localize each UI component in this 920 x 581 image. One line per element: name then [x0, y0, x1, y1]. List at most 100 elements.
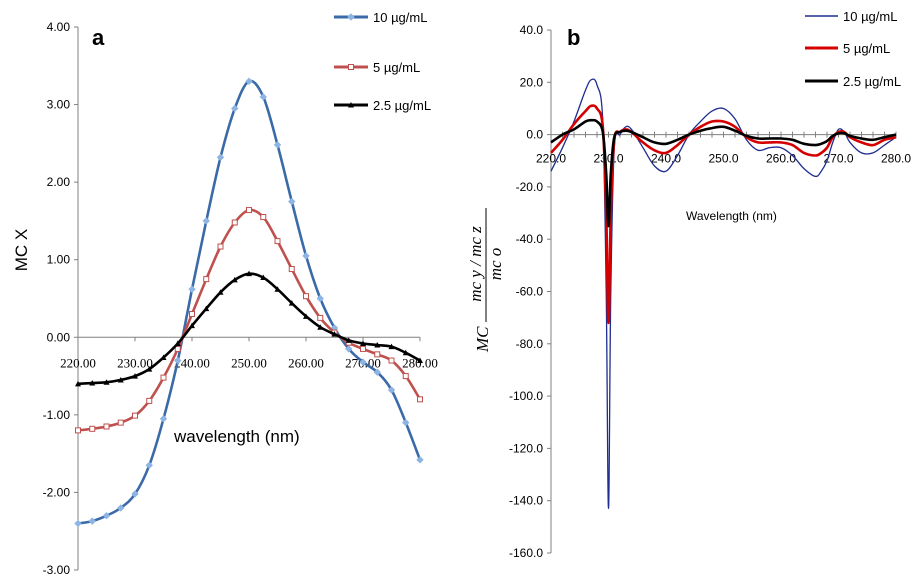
- panel-b-y-label-denominator: mc o: [486, 248, 505, 281]
- panel-b-y-tick-label: 20.0: [520, 75, 544, 89]
- panel-a-series-2-point: [260, 214, 267, 221]
- panel-a-series-1-point: [202, 217, 210, 225]
- panel-a-series-1-point: [88, 517, 96, 525]
- panel-a-series-2-point: [75, 427, 81, 434]
- panel-a-series-3-point: [246, 270, 252, 277]
- panel-a-series-3-point: [345, 337, 352, 343]
- panel-a-x-tick-label: 220.00: [60, 355, 96, 370]
- panel-a-series-2-point: [103, 423, 110, 430]
- panel-b-x-axis-label: Wavelength (nm): [686, 209, 777, 223]
- panel-a-series-2-point: [388, 357, 395, 364]
- panel-a-legend-label-2: 5 µg/mL: [373, 60, 420, 75]
- panel-b-label: b: [567, 25, 580, 50]
- panel-a-series-2-point: [217, 243, 224, 250]
- panel-b-series: [550, 78, 897, 510]
- panel-a-series-line-1: [77, 79, 422, 525]
- panel-a-y-tick-label: 1.00: [47, 253, 71, 267]
- panel-a-y-tick-label: -1.00: [43, 408, 71, 422]
- panel-a-series-2-point: [374, 351, 381, 358]
- panel-a-series-3-point: [174, 340, 181, 346]
- panel-a-series-1-point: [145, 461, 153, 469]
- panel-a-series-2-point: [274, 238, 281, 245]
- panel-a-series-2-point: [231, 219, 238, 226]
- panel-a-legend: 10 µg/mL 5 µg/mL 2.5 µg/mL: [334, 10, 431, 113]
- panel-a-label: a: [92, 25, 105, 50]
- panel-b-legend: 10 µg/mL 5 µg/mL 2.5 µg/mL: [805, 9, 901, 89]
- panel-a-y-axis-label: MC X: [12, 229, 31, 272]
- panel-a-series-3-point: [360, 340, 366, 346]
- panel-a-x-tick-label: 250.00: [231, 355, 267, 370]
- panel-b-x-tick-label: 260.0: [766, 152, 796, 166]
- panel-b-x-tick-label: 280.0: [881, 152, 911, 166]
- panel-a-series-3-point: [75, 380, 81, 387]
- panel-a-series-2-point: [288, 266, 295, 273]
- panel-a-x-tick-label: 260.00: [288, 355, 324, 370]
- panel-a-series-2-point: [117, 419, 124, 426]
- panel-a-series-1-point: [117, 504, 125, 512]
- panel-a-series-1-point: [131, 490, 139, 498]
- panel-a-legend-label-1: 10 µg/mL: [373, 10, 427, 25]
- panel-a-series-1-point: [245, 77, 253, 86]
- panel-b-y-tick-label: 40.0: [520, 23, 544, 37]
- panel-b-series-line-3: [550, 118, 897, 228]
- panel-a-series-3-point: [132, 373, 138, 379]
- panel-a-series-3-point: [231, 276, 238, 283]
- panel-a-series-3-point: [317, 324, 324, 330]
- panel-a-series-3-point: [160, 354, 167, 360]
- panel-a-series-2-point: [146, 397, 153, 404]
- panel-a-series-3-point: [89, 380, 96, 386]
- panel-a-series-3-point: [274, 286, 281, 292]
- panel-a-series-2-point: [132, 412, 138, 419]
- panel-a-series-2-point: [160, 374, 167, 381]
- panel-b-y-tick-label: -80.0: [516, 337, 544, 351]
- panel-a-series-1-point: [416, 456, 424, 464]
- panel-a-y-tick-label: -3.00: [43, 563, 71, 577]
- panel-a: 4.00 3.00 2.00 1.00 0.00 -1.00 -2.00 -3.00 220.0…: [12, 10, 438, 577]
- panel-a-legend-label-3: 2.5 µg/mL: [373, 98, 431, 113]
- panel-a-series-3-point: [288, 300, 295, 306]
- panel-a-series-3-point: [388, 343, 395, 350]
- panel-a-series-2-point: [246, 207, 252, 214]
- panel-b-x-tick-label: 250.0: [708, 152, 738, 166]
- panel-a-series-1-point: [102, 511, 111, 520]
- panel-a-series-line-2: [77, 208, 422, 432]
- panel-b-y-tick-label: -60.0: [516, 285, 544, 299]
- panel-b-x-tick-label: 230.0: [593, 152, 623, 166]
- panel-a-series-1-point: [231, 104, 239, 113]
- panel-a-series-1-point: [188, 285, 196, 293]
- panel-a-x-tick-label: 240.00: [174, 355, 210, 370]
- panel-a-series-1-point: [259, 93, 267, 101]
- panel-a-y-tick-label: 3.00: [47, 98, 71, 112]
- panel-b: 40.0 20.0 0.0 -20.0 -40.0 -60.0 -80.0 -100.0 -12…: [466, 9, 911, 560]
- panel-a-series-1-point: [273, 141, 282, 149]
- panel-a-x-tick-label: 230.00: [117, 355, 153, 370]
- panel-b-x-tick-label: 220.0: [536, 152, 566, 166]
- panel-a-series-2-point: [317, 314, 324, 321]
- panel-a-legend-marker-3: [348, 102, 354, 108]
- panel-a-series-2-point: [189, 311, 195, 318]
- panel-a-series-2-point: [174, 345, 181, 352]
- panel-a-y-tick-label: -2.00: [43, 485, 71, 499]
- panel-a-series-3-point: [331, 331, 338, 337]
- panel-a-series-3-point: [417, 357, 423, 364]
- panel-a-series-1-point: [373, 368, 381, 376]
- panel-a-series-2-point: [402, 373, 409, 380]
- panel-a-y-tick-label: 0.00: [47, 330, 71, 344]
- panel-b-y-tick-label: -160.0: [509, 546, 543, 560]
- panel-a-legend-marker-2: [348, 64, 354, 70]
- panel-a-legend-marker-1: [347, 13, 355, 21]
- panel-b-y-tick-label: 0.0: [526, 128, 543, 142]
- panel-b-legend-label-2: 5 µg/mL: [843, 41, 890, 56]
- panel-b-ticks: 40.0 20.0 0.0 -20.0 -40.0 -60.0 -80.0 -100.0 -12…: [509, 23, 911, 560]
- panel-a-series-2-point: [89, 425, 96, 432]
- panel-a-series-3-point: [303, 313, 309, 319]
- panel-a-series-1-point: [359, 358, 367, 366]
- panel-b-y-tick-label: -140.0: [509, 494, 543, 508]
- panel-a-series-1-point: [387, 386, 396, 394]
- panel-a-series-1-point: [316, 294, 324, 303]
- panel-a-series-3-point: [217, 289, 224, 295]
- panel-a-series-1-point: [288, 197, 296, 206]
- panel-b-y-tick-label: -120.0: [509, 441, 543, 455]
- panel-a-series-1-point: [402, 418, 410, 427]
